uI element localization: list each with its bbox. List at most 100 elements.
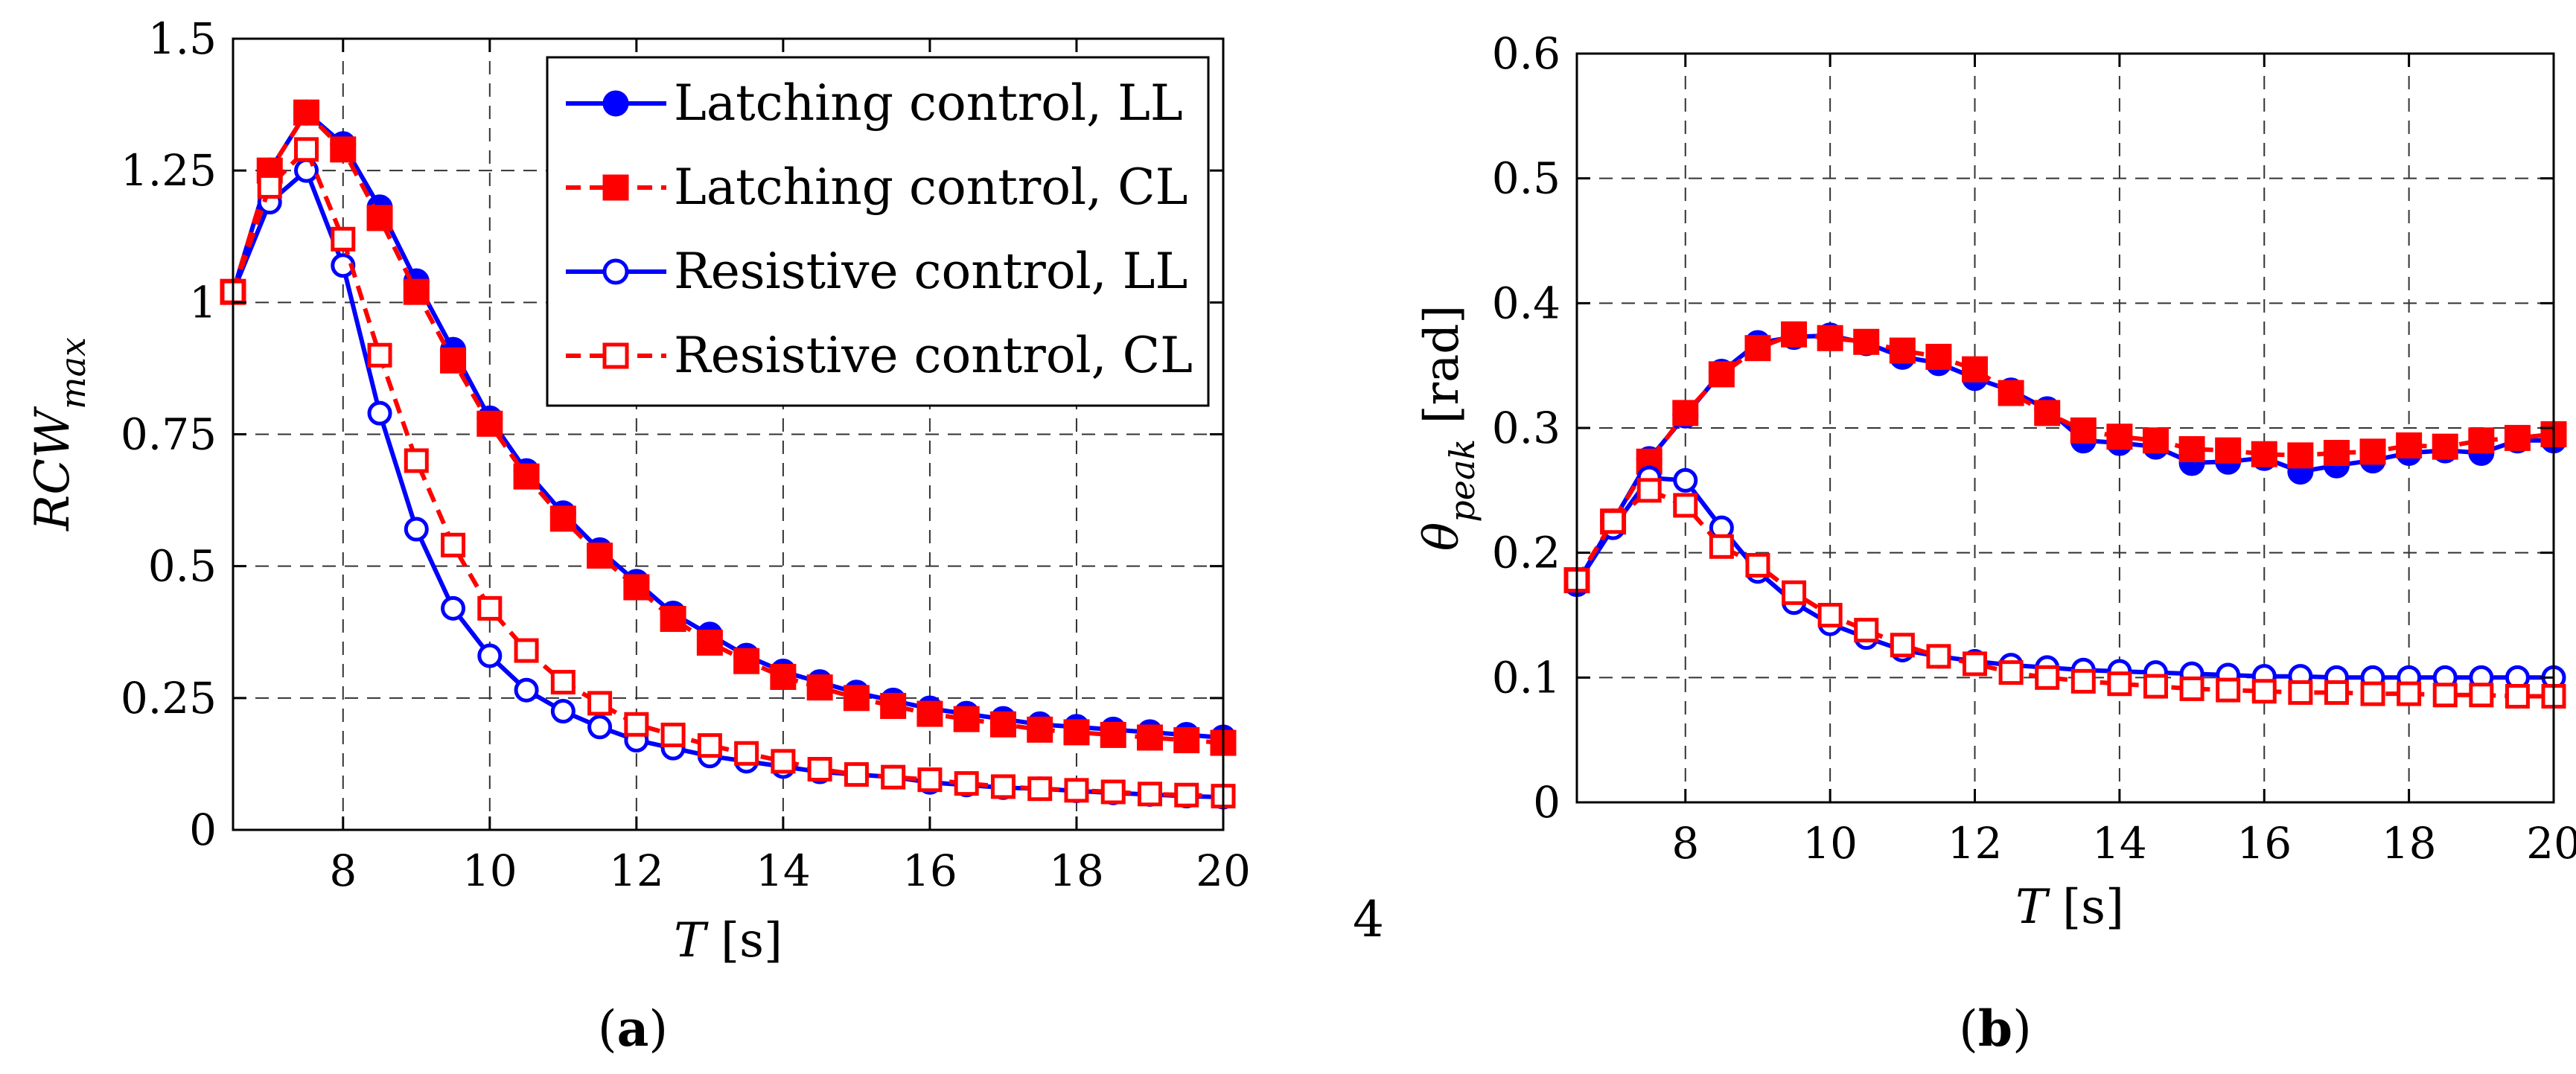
panel-a-series-1-point (549, 505, 576, 532)
panel-b-series-3-point (2505, 683, 2530, 709)
panel-a-series-3-point (807, 757, 832, 782)
panel-a-legend-swatch-marker (602, 258, 629, 285)
panel-b-series-3-point (2216, 677, 2241, 703)
panel-a-y-tick-label: 0 (189, 805, 217, 855)
panel-a-series-3-point (1137, 781, 1162, 807)
panel-a-series-3-point (550, 670, 576, 695)
panel-a-legend-swatch-marker (602, 174, 629, 201)
panel-a-legend-label: Resistive control, CL (674, 327, 1193, 384)
panel-a-legend-entry-3: Resistive control, CL (566, 327, 1193, 384)
panel-a-series-1-point (1136, 724, 1163, 751)
panel-b-x-tick-label: 12 (1948, 818, 2003, 869)
panel-b-series-0-line (1575, 333, 2554, 586)
panel-b-series-3-point (1817, 603, 1843, 627)
panel-b-series-1-point (2396, 432, 2423, 458)
panel-a-series-0-line (231, 110, 1224, 740)
panel-a-series-3-line (231, 147, 1224, 799)
panel-a-x-tick-label: 20 (1196, 846, 1251, 896)
panel-b-y-tick-label: 0.1 (1492, 652, 1560, 703)
panel-b-series-3-point (2251, 679, 2277, 704)
panel-b-y-tick-label: 0 (1533, 777, 1560, 828)
panel-b-x-tick-label: 10 (1802, 818, 1858, 869)
panel-a-legend-entry-2: Resistive control, LL (566, 243, 1187, 300)
panel-a-series-3-point (844, 762, 869, 787)
panel-a-series-1-point (880, 692, 907, 719)
panel-a-y-tick-label: 0.75 (121, 409, 217, 460)
panel-a-series-1-point (916, 700, 943, 727)
panel-b-x-tick-label: 18 (2382, 818, 2437, 869)
panel-a-series-1-line (231, 110, 1224, 746)
panel-b-series-3 (1564, 478, 2566, 709)
panel-b-series-3-point (2469, 683, 2494, 708)
panel-a-series-1-point (293, 99, 320, 126)
panel-a-y-tick-label: 0.5 (148, 541, 217, 592)
panel-b-series-1-point (1962, 356, 1989, 383)
panel-a-series-1-point (1027, 716, 1053, 743)
panel-b-x-tick-label: 14 (2092, 818, 2147, 869)
panel-a-series-3-point (1027, 776, 1053, 802)
panel-a-series-1-point (733, 648, 760, 674)
panel-a-series-2-point (550, 699, 576, 724)
panel-a-series-3-point (881, 764, 906, 790)
panel-a-series-1-point (440, 347, 467, 374)
panel-a-x-tick-label: 16 (902, 846, 957, 896)
panel-a-series-1-point (806, 674, 833, 701)
panel-b-series-3-point (2179, 676, 2204, 701)
panel-a-series-3-point (954, 771, 979, 796)
chart-panel-b: 8 10 12 14 16 18 20 0 0.1 0.2 0.3 0.4 0.5 0.6 T [s] θpe… (1415, 28, 2576, 1058)
panel-b-y-tick-label: 0.2 (1492, 528, 1560, 578)
panel-a-series-3-point (990, 774, 1016, 799)
panel-b-series-2-line (1575, 476, 2554, 680)
panel-a-y-tick-label: 0.25 (121, 673, 217, 723)
panel-a-legend-entry-1: Latching control, CL (566, 159, 1187, 216)
panel-a-series-1-point (403, 278, 430, 305)
chart-panel-a: 8 10 12 14 16 18 20 0 0.25 0.5 0.75 1 1.25 1.5 T [s] RC… (25, 13, 1251, 1058)
panel-a-x-tick-label: 18 (1049, 846, 1104, 896)
panel-a-series-1-point (330, 136, 357, 163)
panel-b-y-axis-label: θpeak [rad] (1415, 305, 1482, 552)
panel-b-series-3-point (2070, 668, 2096, 694)
panel-a-x-tick-label: 12 (609, 846, 664, 896)
panel-b-series-1-point (2215, 437, 2242, 464)
panel-b-series-1-point (2142, 427, 2169, 454)
panel-b-series-3-point (1782, 580, 1807, 605)
panel-b-series-3-point (2432, 683, 2458, 708)
panel-a-series-1-point (476, 410, 503, 437)
panel-b-series-1-point (1853, 328, 1880, 355)
panel-b-y-tick-label: 0.4 (1492, 278, 1560, 328)
panel-a-series-3 (220, 137, 1236, 809)
panel-b-series-3-point (2397, 681, 2422, 706)
panel-a-y-tick-label: 1 (189, 277, 217, 327)
panel-b-series-1-point (1708, 361, 1735, 388)
panel-b-series-1-line (1575, 332, 2554, 582)
panel-a-series-1-point (989, 711, 1016, 738)
panel-b-series-3-point (1890, 633, 1915, 658)
panel-a-y-axis-label: RCWmax (25, 337, 93, 531)
panel-a-series-1-point (366, 205, 393, 231)
panel-a-series-3-point (917, 767, 943, 793)
panel-b-series-1-point (2323, 440, 2350, 467)
panel-a-legend-entry-0: Latching control, LL (566, 74, 1183, 132)
panel-a-series-3-point (404, 448, 429, 473)
panel-b-series-1-point (2359, 438, 2386, 465)
panel-a-series-1-point (513, 463, 540, 490)
panel-b-y-tick-label: 0.6 (1492, 28, 1560, 79)
panel-a-series-3-point (367, 342, 392, 368)
panel-b-series-1-point (1781, 321, 1808, 348)
panel-b-series-3-point (2143, 674, 2168, 699)
panel-a-y-tick-label: 1.25 (121, 145, 217, 196)
panel-a-series-1-point (843, 685, 870, 712)
panel-b-series-3-point (2360, 681, 2385, 706)
panel-a-series-1-point (953, 706, 980, 732)
panel-b-series-1-point (2287, 442, 2314, 469)
panel-a-x-tick-label: 14 (756, 846, 811, 896)
panel-b-series-1-point (2504, 424, 2531, 451)
panel-a-series-2-point (587, 715, 613, 740)
panel-b-x-tick-label: 16 (2237, 818, 2292, 869)
panel-b-series-1 (1563, 321, 2567, 594)
panel-a-label: (a) (598, 1000, 668, 1058)
panel-a-legend-label: Latching control, LL (674, 74, 1183, 132)
panel-b-series-1-point (1744, 335, 1771, 362)
panel-a-series-1-point (1063, 719, 1090, 746)
